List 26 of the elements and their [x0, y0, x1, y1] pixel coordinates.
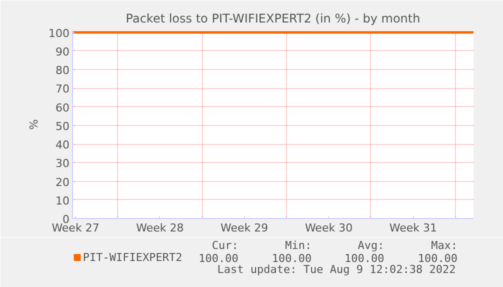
text: 100.00 — [198, 252, 238, 265]
y-tick-label: 60 — [56, 101, 70, 114]
y-tick-label: 70 — [56, 82, 70, 96]
text: Max: — [431, 239, 458, 252]
x-tick-label: Week 30 — [304, 222, 353, 234]
y-tick-label: 100 — [48, 26, 70, 40]
chart-title: Packet loss to PIT-WIFIEXPERT2 (in %) - by month — [126, 12, 420, 26]
text: 100.00 — [344, 252, 384, 265]
x-tick-label: Week 29 — [220, 222, 268, 234]
y-axis-title: % — [28, 119, 41, 130]
y-tick-label: 40 — [56, 138, 70, 152]
text: 100.00 — [272, 252, 312, 265]
y-tick-label: 50 — [56, 120, 70, 133]
x-tick-label: Week 28 — [136, 222, 184, 234]
y-tick-label: 80 — [56, 64, 70, 78]
text: Avg: — [358, 239, 384, 252]
text: Min: — [285, 239, 312, 252]
y-tick-label: 90 — [56, 45, 70, 58]
text: Cur: — [212, 239, 238, 252]
text: Last update: Tue Aug 9 12:02:38 2022 — [217, 263, 456, 276]
text: 100.00 — [418, 252, 458, 265]
y-tick-label: 30 — [56, 157, 70, 170]
y-tick-label: 10 — [56, 194, 70, 208]
x-tick-label: Week 31 — [389, 222, 438, 234]
legend-label: PIT-WIFIEXPERT2 — [82, 251, 182, 264]
y-tick-label: 20 — [56, 176, 70, 189]
